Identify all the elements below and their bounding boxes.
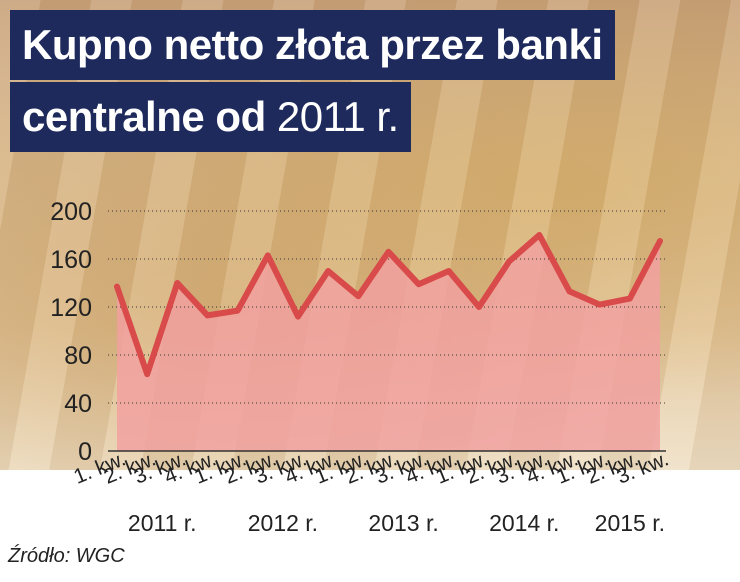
title-text-1: Kupno netto złota przez banki: [22, 21, 603, 68]
source-note: Źródło: WGC: [8, 545, 125, 567]
year-label: 2011 r.: [128, 510, 197, 536]
year-label: 2012 r.: [248, 510, 318, 536]
year-label: 2013 r.: [368, 510, 438, 536]
data-point: [296, 314, 300, 319]
title-text-2: centralne od: [22, 93, 277, 140]
data-point: [567, 289, 572, 294]
y-tick-label: 160: [50, 246, 92, 274]
data-point: [386, 249, 391, 254]
data-point: [537, 233, 542, 237]
data-point: [145, 372, 150, 377]
data-point: [658, 239, 662, 243]
data-point: [205, 313, 210, 318]
y-tick-label: 120: [50, 294, 92, 322]
data-point: [627, 296, 632, 301]
data-point: [235, 308, 240, 313]
data-point: [477, 305, 481, 309]
data-point: [326, 269, 331, 273]
y-tick-label: 0: [78, 438, 92, 466]
title-year: 2011 r.: [276, 93, 399, 140]
data-point: [356, 294, 361, 299]
data-point: [265, 253, 270, 258]
data-point: [446, 269, 451, 273]
y-tick-label: 200: [50, 198, 92, 226]
chart-title-line-1: Kupno netto złota przez banki: [10, 10, 615, 80]
chart-title-line-2: centralne od 2011 r.: [10, 82, 411, 152]
data-point: [115, 284, 119, 289]
year-label: 2015 r.: [595, 510, 665, 536]
area-fill: [117, 235, 660, 451]
data-point: [416, 282, 421, 287]
data-point: [597, 302, 602, 307]
data-point: [175, 281, 180, 285]
data-point: [507, 259, 512, 264]
y-tick-label: 80: [64, 342, 92, 370]
year-label: 2014 r.: [489, 510, 559, 536]
y-tick-label: 40: [64, 390, 92, 418]
